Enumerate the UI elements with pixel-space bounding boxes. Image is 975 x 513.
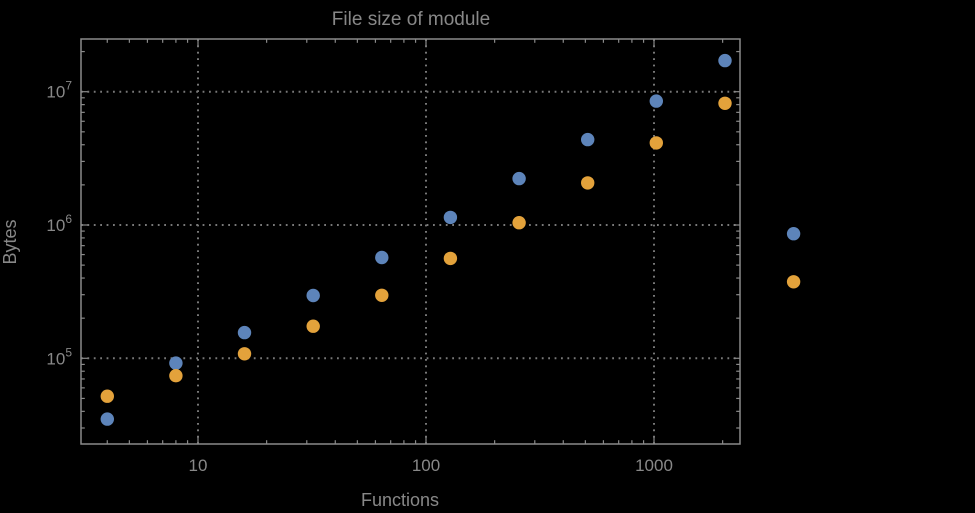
blue-series-point	[306, 288, 320, 303]
orange-series-point	[100, 389, 115, 403]
axis-ticks	[81, 39, 740, 444]
blue-series-point	[100, 412, 115, 426]
blue-series-point	[718, 53, 732, 68]
x-tick-label: 1000	[635, 456, 673, 475]
orange-series-point	[169, 369, 183, 383]
gridlines	[81, 39, 740, 444]
blue-series-point	[581, 132, 595, 147]
x-tick-label: 10	[189, 456, 208, 475]
plot-frame	[80, 38, 741, 445]
blue-series-point	[237, 325, 252, 340]
x-axis-label: Functions	[361, 490, 439, 510]
x-tick-label: 100	[412, 456, 440, 475]
orange-series-point	[649, 136, 663, 150]
y-tick-label: 105	[46, 345, 72, 368]
blue-series-point	[169, 356, 183, 370]
orange-series-point	[786, 275, 801, 289]
orange-series-point	[718, 96, 732, 111]
data-points	[100, 53, 801, 426]
orange-series-point	[237, 347, 252, 361]
orange-series-point	[375, 288, 389, 302]
y-tick-label: 107	[46, 79, 72, 102]
plot-frame-layer	[80, 38, 741, 445]
orange-series-point	[443, 251, 458, 266]
blue-series-point	[649, 94, 663, 108]
orange-series-point	[512, 216, 526, 230]
orange-series-point	[581, 176, 595, 190]
y-tick-label: 106	[46, 212, 72, 235]
y-axis-label: Bytes	[0, 219, 20, 264]
blue-series-point	[375, 250, 389, 265]
blue-series-point	[786, 227, 801, 241]
axis-tick-labels: 10 100 1000 105 106 107	[46, 79, 673, 475]
orange-series-point	[306, 319, 320, 333]
blue-series-point	[512, 171, 526, 186]
blue-series-point	[443, 210, 458, 225]
chart-title: File size of module	[332, 9, 490, 30]
